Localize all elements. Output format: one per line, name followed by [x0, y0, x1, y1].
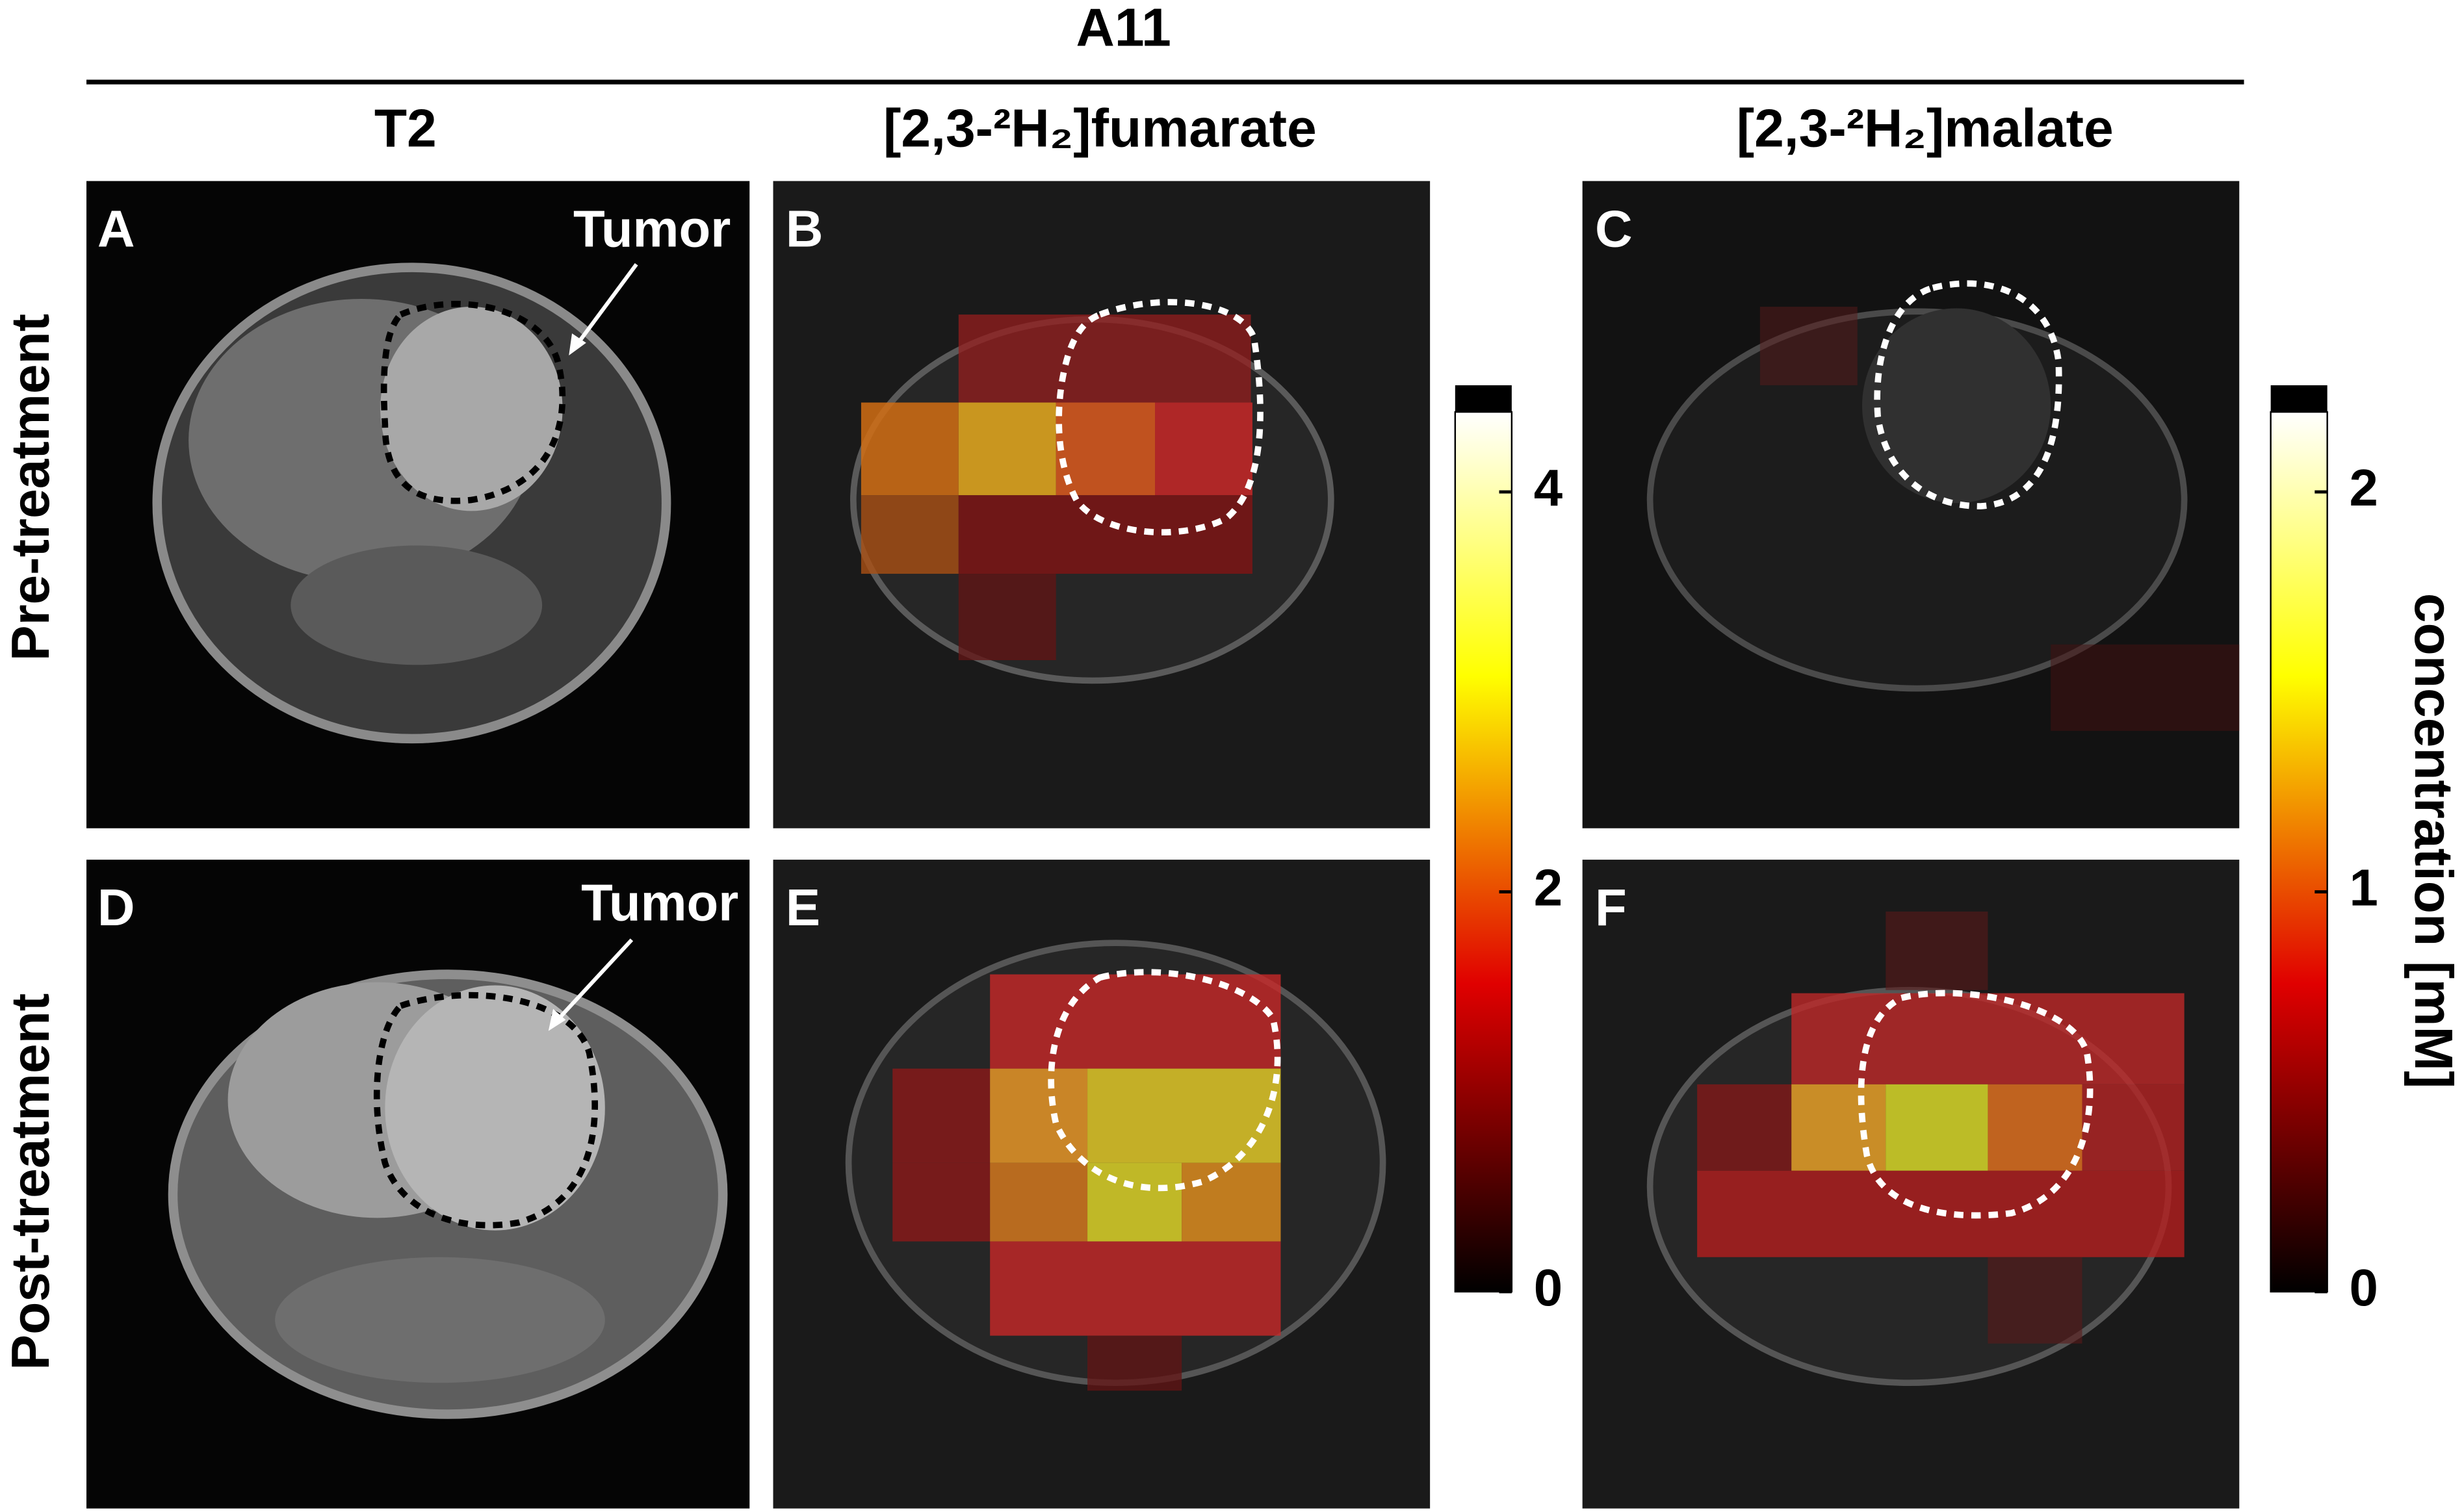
column-header: [2,3-²H₂]fumarate [883, 99, 1317, 158]
column-header: [2,3-²H₂]malate [1737, 99, 2114, 158]
panel-label: E [786, 878, 820, 936]
row-label: Post-treatment [1, 993, 60, 1370]
panel-label: F [1595, 878, 1627, 936]
column-header: T2 [374, 99, 437, 158]
annotation: Tumor [581, 874, 738, 932]
panel-b: B [773, 181, 1431, 828]
colorbar-tick-label: 1 [2350, 859, 2378, 917]
figure-title: A11 [1076, 0, 1171, 58]
panel-label: B [786, 199, 823, 257]
colorbar [2270, 385, 2328, 1293]
panel-label: D [97, 878, 135, 936]
annotation: Tumor [573, 199, 731, 257]
colorbar-tick-label: 2 [2350, 459, 2378, 517]
panel-c: C [1582, 181, 2240, 828]
colorbar-label: concentration [mM] [2404, 593, 2463, 1089]
colorbar-tick-label: 4 [1534, 459, 1563, 517]
colorbar-tick-label: 2 [1534, 859, 1563, 917]
panel-label: C [1595, 199, 1633, 257]
colorbar-tick-label: 0 [1534, 1259, 1563, 1316]
row-label: Pre-treatment [1, 314, 60, 661]
colorbar [1454, 385, 1513, 1293]
panel-f: F [1582, 860, 2240, 1509]
panel-a: A Tumor [86, 181, 750, 828]
colorbar-tick-label: 0 [2350, 1259, 2378, 1316]
panel-label: A [97, 199, 135, 257]
panel-d: D Tumor [86, 860, 750, 1509]
panel-e: E [773, 860, 1431, 1509]
